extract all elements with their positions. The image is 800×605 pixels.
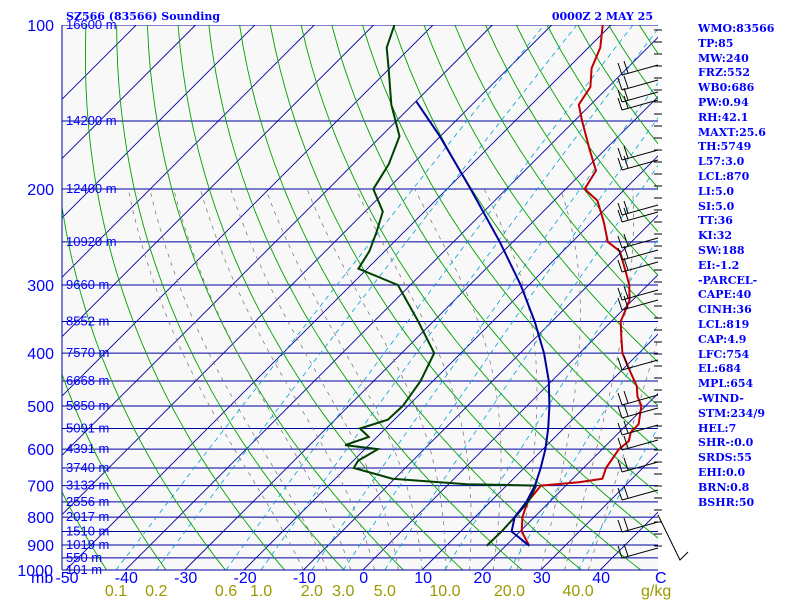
pressure-tick-label: 500 [27,399,54,416]
index-entry: -WIND- [698,392,774,407]
corner-unit: mb [31,570,53,587]
height-label: 2556 m [66,494,109,509]
mixing-ratio-tick-label: 40.0 [562,583,593,600]
index-entry: SI:5.0 [698,200,774,215]
index-entry: FRZ:552 [698,66,774,81]
pressure-tick-label: 200 [27,182,54,199]
height-label: 6668 m [66,373,109,388]
valid-time: 0000Z 2 MAY 25 [552,10,653,23]
index-entry: EI:-1.2 [698,259,774,274]
index-entry: SW:188 [698,244,774,259]
index-entry: KI:32 [698,229,774,244]
pressure-tick-label: 100 [27,18,54,35]
pressure-tick-label: 700 [27,479,54,496]
mixing-ratio-tick-label: 3.0 [332,583,354,600]
index-entry: BRN:0.8 [698,481,774,496]
index-entry: LCL:870 [698,170,774,185]
height-label: 4391 m [66,441,109,456]
index-entry: SRDS:55 [698,451,774,466]
mixing-ratio-tick-label: 2.0 [301,583,323,600]
temperature-tick-label: -50 [55,570,78,587]
mixing-ratio-tick-label: 1.0 [250,583,272,600]
height-label: 10920 m [66,234,117,249]
index-entry: LI:5.0 [698,185,774,200]
height-label: 9660 m [66,277,109,292]
index-entry: PW:0.94 [698,96,774,111]
index-entry: LFC:754 [698,348,774,363]
index-entry: RH:42.1 [698,111,774,126]
index-entry: WMO:83566 [698,22,774,37]
height-label: 3133 m [66,478,109,493]
mixing-ratio-tick-label: 5.0 [374,583,396,600]
index-entry: WB0:686 [698,81,774,96]
index-entry: CINH:36 [698,303,774,318]
height-label: 3740 m [66,460,109,475]
mixing-ratio-tick-label: 10.0 [429,583,460,600]
station-title: SZ566 (83566) Sounding [66,10,220,23]
index-entry: STM:234/9 [698,407,774,422]
index-entry: CAPE:40 [698,288,774,303]
index-entry: MPL:654 [698,377,774,392]
index-entry: TP:85 [698,37,774,52]
index-entry: -PARCEL- [698,274,774,289]
height-label: 8552 m [66,314,109,329]
mixing-ratio-tick-label: 0.1 [105,583,127,600]
mixing-ratio-tick-label: 0.6 [215,583,237,600]
height-label: 7570 m [66,345,109,360]
temperature-tick-label: 40 [592,570,610,587]
height-label: 14200 m [66,113,117,128]
index-entry: CAP:4.9 [698,333,774,348]
height-label: 12400 m [66,181,117,196]
height-label: 5091 m [66,420,109,435]
pressure-tick-label: 600 [27,442,54,459]
index-entry: EL:684 [698,362,774,377]
index-entry: BSHR:50 [698,496,774,511]
index-entry: LCL:819 [698,318,774,333]
height-label: 5850 m [66,398,109,413]
mixing-ratio-unit: g/kg [641,583,671,600]
temperature-tick-label: 20 [474,570,492,587]
height-label: 2017 m [66,509,109,524]
pressure-tick-label: 300 [27,278,54,295]
temperature-tick-label: -30 [174,570,197,587]
temperature-tick-label: 30 [533,570,551,587]
pressure-tick-label: 800 [27,510,54,527]
index-entry: HEL:7 [698,422,774,437]
mixing-ratio-tick-label: 0.2 [145,583,167,600]
index-entry: MAXT:25.6 [698,126,774,141]
pressure-tick-label: 400 [27,346,54,363]
index-entry: TH:5749 [698,140,774,155]
temperature-tick-label: 0 [359,570,368,587]
pressure-tick-label: 900 [27,538,54,555]
index-entry: L57:3.0 [698,155,774,170]
index-entry: TT:36 [698,214,774,229]
mixing-ratio-tick-label: 20.0 [494,583,525,600]
index-entry: SHR-:0.0 [698,436,774,451]
index-entry: EHI:0.0 [698,466,774,481]
index-entry: MW:240 [698,52,774,67]
